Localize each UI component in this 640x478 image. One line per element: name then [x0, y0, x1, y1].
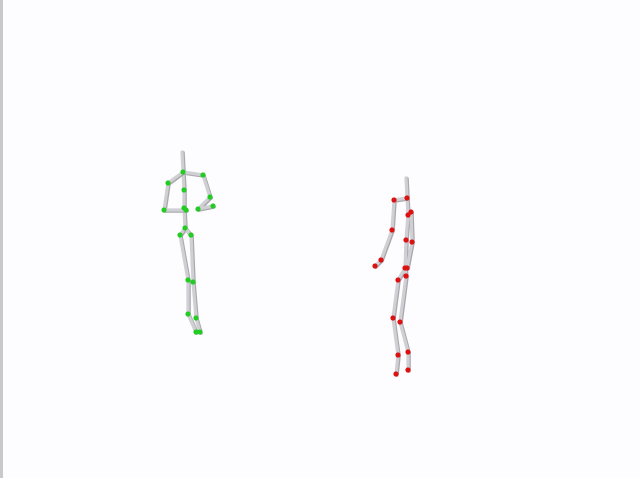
joint-lankle [395, 352, 401, 358]
bone-head-neck [404, 176, 409, 200]
joint-lhip [177, 232, 183, 238]
joint-chest [181, 187, 187, 193]
joint-lfoot [393, 371, 399, 377]
joint-neck [404, 195, 410, 201]
joint-rhand2 [210, 203, 216, 209]
window-left-edge [0, 0, 3, 478]
right-skeleton [372, 176, 415, 377]
joint-rhand [404, 265, 410, 271]
joint-lknee [185, 277, 191, 283]
bone-lel-lhand [379, 228, 394, 262]
bone-rel-rhand [405, 240, 414, 270]
joint-rhip [403, 273, 409, 279]
left-skeleton [161, 150, 216, 335]
joint-rknee [397, 319, 403, 325]
joint-rel [207, 194, 213, 200]
bone-lankle-lfoot [394, 353, 400, 376]
joint-lankle [185, 311, 191, 317]
bone-rhip-rknee [398, 274, 408, 324]
joint-lel [161, 207, 167, 213]
bone-neck-lsh [166, 170, 185, 185]
bone-lhip-lknee [391, 278, 400, 320]
joint-rel [409, 239, 415, 245]
bone-spine-hip [403, 238, 408, 270]
joint-hip [182, 225, 188, 231]
joint-rsh [200, 172, 206, 178]
bone-rknee-rankle [398, 320, 410, 354]
bone-lsh-lel [162, 181, 170, 212]
bone-rhip-rknee [189, 233, 195, 284]
joint-neck [180, 169, 186, 175]
joint-lhand [378, 257, 384, 263]
bone-lankle-lfoot [186, 312, 198, 334]
bone-neck-rsh [181, 170, 205, 177]
joint-lknee [390, 315, 396, 321]
joint-rankle [193, 315, 199, 321]
bone-lknee-lankle [391, 316, 400, 357]
joint-rknee [190, 279, 196, 285]
joint-lhand [183, 207, 189, 213]
joint-lhip [395, 277, 401, 283]
joint-rhip [188, 232, 194, 238]
joint-rankle [405, 349, 411, 355]
joint-spine [403, 237, 409, 243]
joint-lsh [165, 180, 171, 186]
bone-head-neck [180, 150, 185, 174]
bone-lhip-lknee [178, 233, 190, 282]
joint-rsh [408, 209, 414, 215]
bone-chest-spine [404, 213, 410, 242]
joint-lhand2 [372, 263, 378, 269]
joint-lfoot [193, 329, 199, 335]
bone-rsh-rel [409, 210, 414, 244]
joint-lsh [391, 197, 397, 203]
bone-rsh-rel [201, 173, 212, 199]
joint-rfoot [405, 367, 411, 373]
bone-lsh-lel [390, 198, 396, 232]
bone-rknee-rankle [191, 280, 198, 320]
joint-lel [389, 227, 395, 233]
joint-rfoot [197, 329, 203, 335]
joint-rhand [195, 206, 201, 212]
